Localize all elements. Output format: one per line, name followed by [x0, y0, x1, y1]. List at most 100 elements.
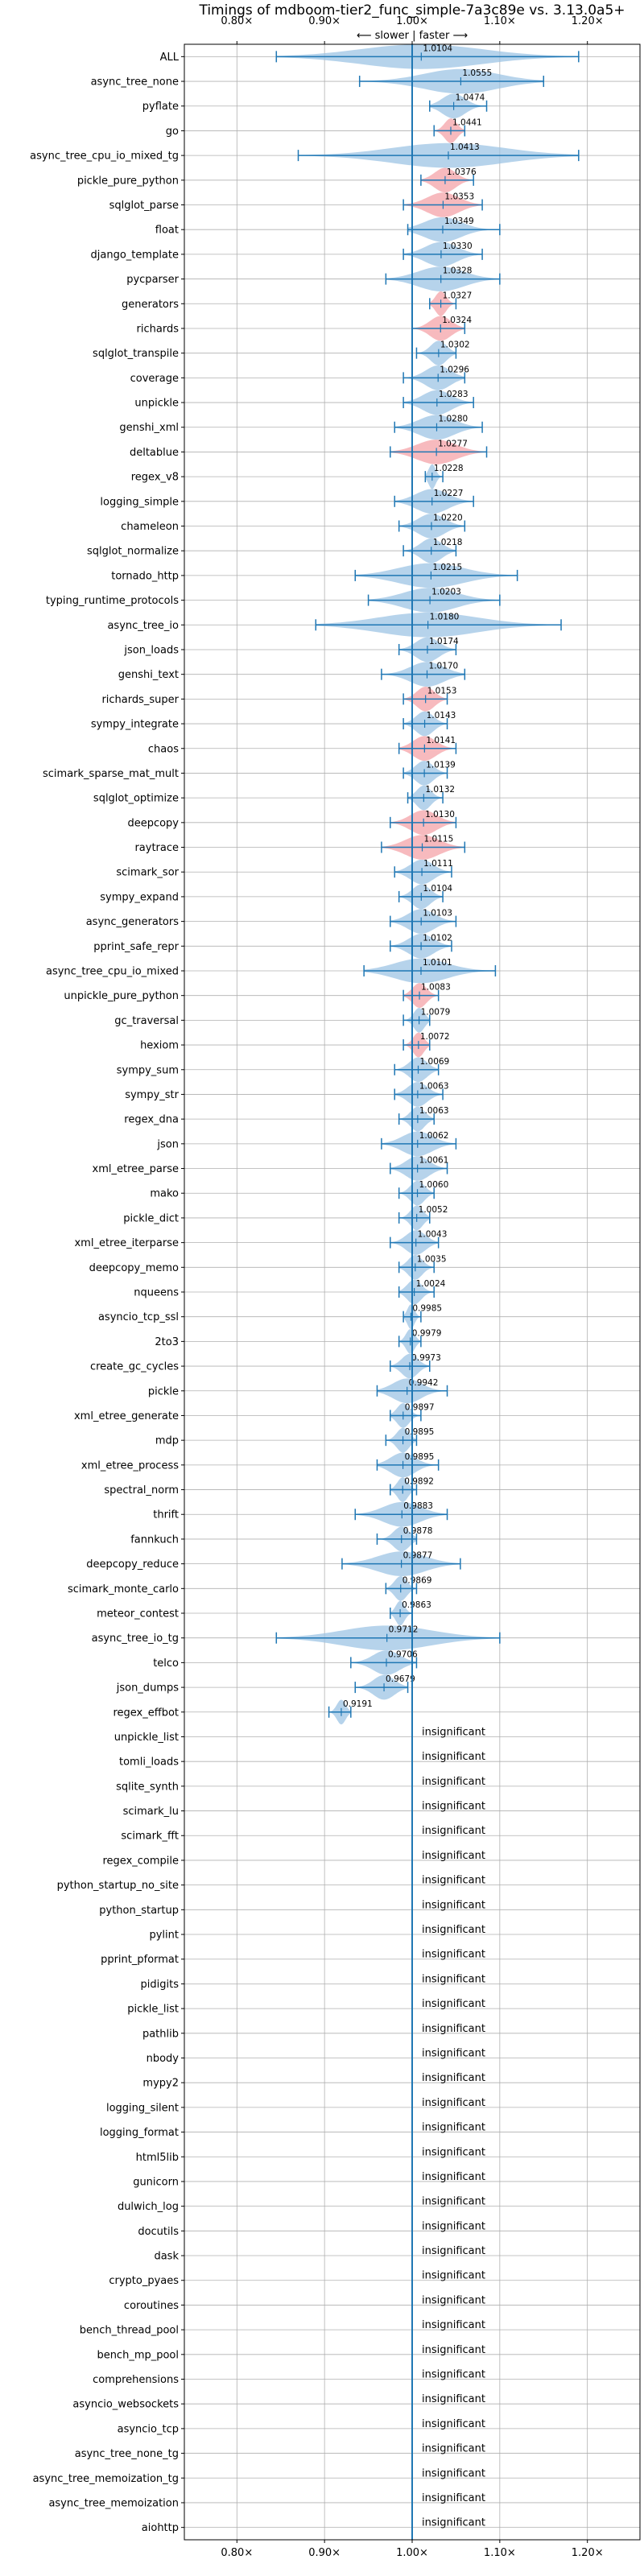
insignificant-label: insignificant [422, 2319, 485, 2331]
x-tick-label-bottom: 0.80× [221, 2547, 253, 2559]
category-label: create_gc_cycles [90, 1361, 179, 1373]
value-label: 1.0130 [425, 810, 455, 819]
value-label: 1.0104 [423, 884, 452, 894]
value-label: 1.0035 [417, 1254, 447, 1264]
direction-label: ⟵ slower | faster ⟶ [357, 30, 468, 42]
value-label: 0.9897 [405, 1402, 435, 1412]
insignificant-label: insignificant [422, 2467, 485, 2479]
insignificant-label: insignificant [422, 2294, 485, 2306]
value-label: 1.0327 [443, 291, 473, 300]
category-label: mdp [155, 1435, 179, 1447]
x-tick-label-top: 0.80× [221, 15, 253, 27]
category-label: django_template [91, 249, 179, 261]
category-label: sympy_expand [100, 891, 179, 903]
category-label: xml_etree_iterparse [74, 1237, 179, 1249]
category-label: regex_compile [102, 1855, 179, 1867]
insignificant-label: insignificant [422, 1726, 485, 1738]
x-tick-label-top: 1.10× [484, 15, 516, 27]
category-label: unpickle_list [114, 1732, 179, 1744]
tick-layer: 0.80× 0.80× 0.90× 0.90× 1.00× 1.00× 1.10× 1.10×… [181, 15, 604, 2559]
category-label: telco [153, 1657, 179, 1670]
insignificant-label: insignificant [422, 2047, 485, 2059]
insignificant-label: insignificant [422, 2097, 485, 2109]
insignificant-label: insignificant [422, 1850, 485, 1862]
category-label: logging_format [100, 2127, 179, 2139]
value-label: 0.9869 [402, 1575, 432, 1585]
insignificant-label: insignificant [422, 2368, 485, 2380]
insignificant-label: insignificant [422, 2344, 485, 2356]
category-label: coroutines [124, 2300, 179, 2312]
value-label: 0.9985 [412, 1304, 442, 1314]
insignificant-label: insignificant [422, 2517, 485, 2529]
category-label: spectral_norm [104, 1484, 179, 1496]
insignificant-label: insignificant [422, 1949, 485, 1961]
category-label: async_generators [86, 916, 180, 928]
category-label: bench_mp_pool [97, 2349, 179, 2361]
insignificant-label: insignificant [422, 2245, 485, 2257]
insignificant-label: insignificant [422, 1899, 485, 1911]
x-tick-label-top: 0.90× [308, 15, 341, 27]
value-label: 0.9942 [409, 1378, 439, 1388]
category-label: gc_traversal [114, 1015, 179, 1027]
value-label: 1.0024 [416, 1279, 446, 1289]
category-label: unpickle [134, 398, 179, 410]
category-label: genshi_xml [119, 422, 179, 434]
value-label: 1.0153 [427, 686, 457, 696]
category-label: asyncio_websockets [72, 2399, 179, 2411]
insignificant-label: insignificant [422, 2220, 485, 2232]
category-label: pprint_pformat [101, 1954, 179, 1966]
category-label: pickle [148, 1385, 179, 1397]
category-label: scimark_lu [123, 1806, 179, 1818]
category-label: mako [150, 1188, 179, 1200]
value-label: 1.0115 [424, 835, 454, 844]
insignificant-label: insignificant [422, 2393, 485, 2405]
category-label: go [166, 126, 179, 138]
category-label: json_dumps [116, 1682, 179, 1695]
insignificant-label: insignificant [422, 2023, 485, 2035]
category-label: scimark_sor [116, 867, 179, 879]
category-label: sqlite_synth [116, 1781, 179, 1793]
category-label: asyncio_tcp [118, 2423, 179, 2435]
value-label: 0.9979 [412, 1328, 442, 1338]
category-label: async_tree_io [107, 620, 179, 632]
insignificant-label: insignificant [422, 2492, 485, 2504]
category-label: raytrace [134, 842, 179, 854]
insignificant-label: insignificant [422, 1776, 485, 1788]
category-label: deepcopy [127, 817, 179, 829]
value-label: 1.0101 [423, 958, 452, 968]
category-label: thrift [153, 1509, 179, 1521]
value-label: 1.0555 [462, 68, 492, 78]
value-label: 1.0072 [420, 1032, 450, 1042]
value-label: 0.9679 [386, 1674, 415, 1684]
value-label: 1.0062 [419, 1131, 449, 1141]
category-label: json_loads [123, 644, 179, 656]
value-label: 0.9883 [403, 1501, 433, 1511]
category-label: typing_runtime_protocols [46, 595, 179, 607]
value-label: 1.0063 [419, 1106, 449, 1116]
category-label: unpickle_pure_python [64, 990, 179, 1002]
category-label: scimark_fft [121, 1831, 179, 1843]
category-label: pickle_pure_python [77, 175, 179, 187]
category-label: regex_v8 [131, 472, 179, 484]
category-label: hexiom [140, 1040, 179, 1052]
value-label: 1.0104 [423, 43, 452, 53]
category-label: richards_super [101, 694, 179, 706]
category-label: regex_dna [124, 1114, 179, 1126]
insignificant-label: insignificant [422, 1973, 485, 1985]
category-label: 2to3 [155, 1336, 179, 1348]
category-label: meteor_contest [97, 1608, 179, 1620]
category-label: async_tree_memoization_tg [33, 2473, 179, 2485]
category-label: async_tree_none [91, 76, 179, 89]
value-label: 1.0328 [443, 266, 473, 276]
category-label: chaos [148, 743, 179, 755]
category-label: scimark_sparse_mat_mult [43, 768, 179, 780]
category-label: async_tree_cpu_io_mixed [46, 965, 179, 977]
value-label: 0.9706 [388, 1649, 418, 1659]
insignificant-label: insignificant [422, 2443, 485, 2455]
category-label: pidigits [141, 1979, 180, 1991]
value-label: 1.0103 [423, 909, 452, 919]
category-label: docutils [138, 2226, 179, 2238]
insignificant-label: insignificant [422, 2418, 485, 2430]
